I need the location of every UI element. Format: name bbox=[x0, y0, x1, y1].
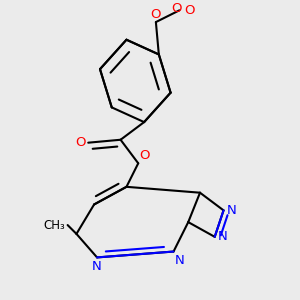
Text: O: O bbox=[140, 149, 150, 162]
Text: CH₃: CH₃ bbox=[43, 219, 65, 232]
Text: N: N bbox=[175, 254, 185, 268]
Text: N: N bbox=[226, 204, 236, 217]
Text: O: O bbox=[75, 136, 85, 149]
Text: O: O bbox=[151, 8, 161, 21]
Text: N: N bbox=[218, 230, 227, 243]
Text: N: N bbox=[92, 260, 102, 273]
Text: O: O bbox=[171, 2, 182, 15]
Text: O: O bbox=[184, 4, 194, 17]
